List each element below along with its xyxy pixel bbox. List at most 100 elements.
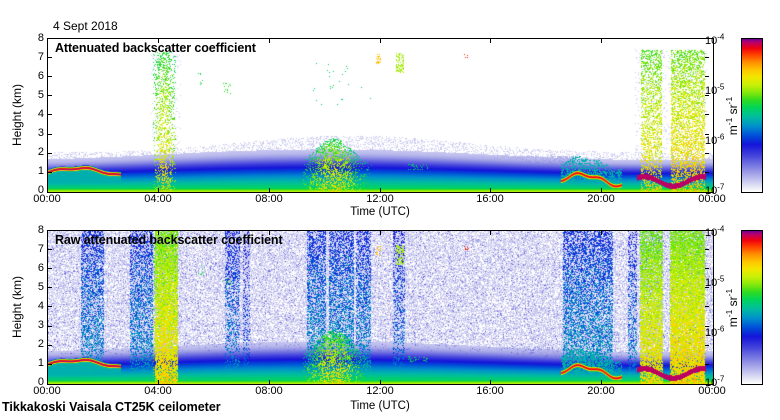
bottom-ytick-0: 0 — [37, 376, 44, 388]
colorbar-bottom-tick-0-text: 10-4 — [705, 224, 725, 239]
top-xtick-mark — [601, 188, 602, 192]
top-xtick-mark — [269, 188, 270, 192]
top-panel-title: Attenuated backscatter coefficient — [55, 41, 256, 55]
top-ytick-7: 7 — [37, 51, 44, 63]
bottom-ytick-mark — [48, 364, 52, 365]
top-xtick-6: 00:00 — [698, 193, 726, 205]
bottom-ytick-4: 4 — [37, 300, 44, 312]
bottom-ytick-mark — [705, 230, 709, 231]
bottom-ytick-2: 2 — [37, 338, 44, 350]
bottom-ytick-1: 1 — [37, 357, 44, 369]
colorbar-top-label: m-1 sr-1 — [724, 96, 740, 136]
bottom-xtick-mark — [380, 231, 381, 235]
top-ytick-1: 1 — [37, 165, 44, 177]
instrument-caption: Tikkakoski Vaisala CT25K ceilometer — [2, 400, 221, 414]
top-ytick-0: 0 — [37, 184, 44, 196]
bottom-xtick-mark — [158, 231, 159, 235]
top-xtick-mark — [380, 188, 381, 192]
date-label: 4 Sept 2018 — [53, 19, 118, 33]
top-ytick-8: 8 — [37, 32, 44, 44]
top-ytick-mark — [48, 114, 52, 115]
colorbar-top-tick-1-text: 10-5 — [705, 82, 725, 97]
bottom-xtick-4: 16:00 — [476, 385, 504, 397]
top-xtick-mark — [158, 39, 159, 43]
top-ytick-mark — [705, 57, 709, 58]
colorbar-bottom-tick-1: 10-5 — [705, 275, 724, 289]
bottom-xtick-mark — [269, 231, 270, 235]
top-ytick-mark — [48, 172, 52, 173]
bottom-xtick-2: 08:00 — [255, 385, 283, 397]
top-ytick-mark — [705, 38, 709, 39]
top-ytick-4: 4 — [37, 108, 44, 120]
top-ytick-mark — [705, 153, 709, 154]
bottom-ytick-mark — [48, 268, 52, 269]
bottom-ytick-mark — [705, 364, 709, 365]
top-xtick-mark — [269, 39, 270, 43]
top-xtick-mark — [158, 188, 159, 192]
top-xtick-mark — [490, 39, 491, 43]
bottom-ytick-mark — [705, 306, 709, 307]
colorbar-top-tick-3: 10-7 — [705, 183, 724, 197]
top-ytick-2: 2 — [37, 146, 44, 158]
top-ytick-3: 3 — [37, 127, 44, 139]
top-ytick-mark — [705, 172, 709, 173]
bottom-xtick-3: 12:00 — [366, 385, 394, 397]
top-ytick-mark — [705, 76, 709, 77]
colorbar-bottom-gradient — [741, 230, 763, 385]
top-xtick-3: 12:00 — [366, 193, 394, 205]
top-xtick-mark — [380, 39, 381, 43]
bottom-ytick-mark — [705, 326, 709, 327]
top-xtick-mark — [490, 188, 491, 192]
bottom-ytick-mark — [48, 345, 52, 346]
colorbar-bottom-tick-0: 10-4 — [705, 225, 724, 239]
bottom-xtick-mark — [601, 380, 602, 384]
top-ytick-mark — [705, 134, 709, 135]
colorbar-top-tick-0-text: 10-4 — [705, 32, 725, 47]
bottom-ytick-mark — [48, 306, 52, 307]
colorbar-bottom-tick-3: 10-7 — [705, 375, 724, 389]
top-ytick-mark — [705, 114, 709, 115]
colorbar-bottom-tick-1-text: 10-5 — [705, 274, 725, 289]
bottom-ytick-mark — [705, 287, 709, 288]
top-xtick-4: 16:00 — [476, 193, 504, 205]
bottom-ytick-mark — [48, 249, 52, 250]
bottom-xtick-mark — [380, 380, 381, 384]
bottom-ytick-5: 5 — [37, 281, 44, 293]
bottom-plot-area — [47, 230, 714, 385]
colorbar-top-tick-2-text: 10-6 — [705, 132, 725, 147]
bottom-ytick-mark — [48, 230, 52, 231]
colorbar-top-gradient — [741, 38, 763, 193]
bottom-ytick-mark — [705, 345, 709, 346]
colorbar-top-tick-0: 10-4 — [705, 33, 724, 47]
top-ytick-mark — [705, 95, 709, 96]
bottom-xtick-6: 00:00 — [698, 385, 726, 397]
bottom-xtick-mark — [490, 380, 491, 384]
top-ytick-mark — [48, 38, 52, 39]
bottom-xtick-mark — [158, 380, 159, 384]
top-ytick-mark — [48, 57, 52, 58]
bottom-ytick-mark — [705, 268, 709, 269]
top-ytick-mark — [48, 134, 52, 135]
attenuated-backscatter-heatmap — [48, 39, 713, 192]
bottom-ytick-8: 8 — [37, 224, 44, 236]
colorbar-top-tick-3-text: 10-7 — [705, 182, 725, 197]
top-ytick-5: 5 — [37, 89, 44, 101]
top-ytick-mark — [48, 153, 52, 154]
top-ytick-mark — [48, 76, 52, 77]
bottom-xtick-mark — [490, 231, 491, 235]
bottom-panel-title: Raw attenuated backscatter coefficient — [55, 233, 283, 247]
colorbar-bottom-label: m-1 sr-1 — [724, 288, 740, 328]
bottom-xtick-mark — [269, 380, 270, 384]
bottom-xtick-0: 00:00 — [33, 385, 61, 397]
colorbar-bottom-tick-2: 10-6 — [705, 325, 724, 339]
bottom-ytick-mark — [48, 326, 52, 327]
top-plot-area — [47, 38, 714, 193]
raw-attenuated-backscatter-heatmap — [48, 231, 713, 384]
bottom-ytick-7: 7 — [37, 243, 44, 255]
bottom-xtick-mark — [601, 231, 602, 235]
top-ytick-mark — [48, 95, 52, 96]
bottom-ytick-3: 3 — [37, 319, 44, 331]
top-xtick-mark — [601, 39, 602, 43]
colorbar-bottom-tick-3-text: 10-7 — [705, 374, 725, 389]
